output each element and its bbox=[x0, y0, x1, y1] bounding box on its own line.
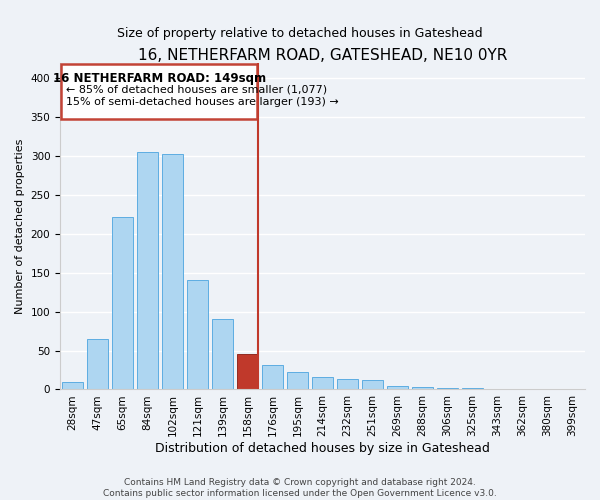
Bar bbox=[362, 380, 383, 390]
Text: 16 NETHERFARM ROAD: 149sqm: 16 NETHERFARM ROAD: 149sqm bbox=[53, 72, 266, 85]
Text: Size of property relative to detached houses in Gateshead: Size of property relative to detached ho… bbox=[117, 28, 483, 40]
Bar bbox=[112, 216, 133, 390]
Bar bbox=[287, 372, 308, 390]
X-axis label: Distribution of detached houses by size in Gateshead: Distribution of detached houses by size … bbox=[155, 442, 490, 455]
Text: ← 85% of detached houses are smaller (1,077): ← 85% of detached houses are smaller (1,… bbox=[66, 84, 328, 94]
Bar bbox=[312, 377, 333, 390]
Bar bbox=[87, 339, 108, 390]
Bar bbox=[187, 280, 208, 390]
Bar bbox=[237, 354, 258, 390]
Bar bbox=[562, 388, 583, 390]
Text: 15% of semi-detached houses are larger (193) →: 15% of semi-detached houses are larger (… bbox=[66, 97, 339, 107]
Bar bbox=[487, 388, 508, 390]
Title: 16, NETHERFARM ROAD, GATESHEAD, NE10 0YR: 16, NETHERFARM ROAD, GATESHEAD, NE10 0YR bbox=[138, 48, 507, 62]
Bar bbox=[412, 387, 433, 390]
Bar bbox=[62, 382, 83, 390]
Bar bbox=[212, 320, 233, 390]
Bar bbox=[61, 64, 257, 118]
Bar bbox=[162, 154, 183, 390]
Text: Contains HM Land Registry data © Crown copyright and database right 2024.
Contai: Contains HM Land Registry data © Crown c… bbox=[103, 478, 497, 498]
Bar bbox=[337, 378, 358, 390]
Bar bbox=[537, 388, 558, 390]
Bar bbox=[137, 152, 158, 390]
Bar bbox=[262, 366, 283, 390]
Bar bbox=[462, 388, 483, 390]
Y-axis label: Number of detached properties: Number of detached properties bbox=[15, 138, 25, 314]
Bar bbox=[387, 386, 408, 390]
Bar bbox=[512, 388, 533, 390]
Bar bbox=[437, 388, 458, 390]
